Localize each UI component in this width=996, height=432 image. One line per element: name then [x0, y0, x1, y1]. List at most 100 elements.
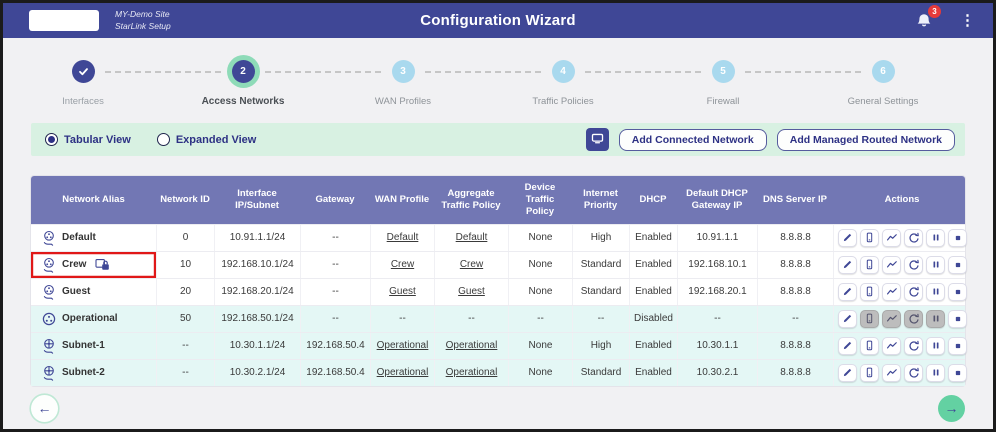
stop-button[interactable]	[948, 255, 967, 274]
stop-icon	[953, 314, 963, 324]
cell-device-traffic-policy: None	[508, 251, 572, 278]
pause-icon	[931, 313, 941, 324]
radio-selected-icon	[45, 133, 58, 146]
devices-button[interactable]	[860, 282, 879, 301]
step-interfaces[interactable]: Interfaces	[3, 60, 163, 107]
stop-button[interactable]	[948, 282, 967, 301]
edit-icon	[842, 232, 853, 243]
cell-network-id: --	[156, 332, 214, 359]
cell-wan-profile-link[interactable]: Crew	[390, 259, 415, 271]
table-row: Crew 10 192.168.10.1/24 -- Crew Crew None Stand…	[31, 250, 967, 278]
edit-button[interactable]	[838, 309, 857, 328]
step-wan-profiles[interactable]: 3 WAN Profiles	[265, 60, 483, 107]
chart-button[interactable]	[882, 228, 901, 247]
cell-aggregate-traffic-policy-link[interactable]: Operational	[445, 340, 498, 352]
cell-dhcp: Disabled	[629, 305, 677, 332]
cell-dns-server-ip: 8.8.8.8	[757, 251, 833, 278]
renew-button[interactable]	[904, 228, 923, 247]
step-firewall[interactable]: 5 Firewall	[585, 60, 803, 107]
step-number: 2	[231, 60, 255, 83]
cell-network-alias: Subnet-1	[31, 333, 156, 359]
cell-aggregate-traffic-policy-link[interactable]: Crew	[459, 259, 484, 271]
notifications-button[interactable]: 3	[914, 4, 941, 31]
cell-network-id: --	[156, 359, 214, 386]
cell-network-alias: Guest	[31, 279, 156, 305]
network-alias-label: Default	[62, 232, 96, 244]
pause-button[interactable]	[926, 336, 945, 355]
step-traffic-policies[interactable]: 4 Traffic Policies	[425, 60, 643, 107]
display-view-button[interactable]	[585, 128, 609, 151]
devices-icon	[864, 340, 875, 351]
renew-button[interactable]	[904, 363, 923, 382]
cell-default-dhcp-gateway-ip: 10.91.1.1	[677, 224, 757, 251]
cell-interface-ip-subnet: 10.30.1.1/24	[214, 332, 300, 359]
devices-button[interactable]	[860, 336, 879, 355]
edit-icon	[842, 259, 853, 270]
back-button[interactable]: ←	[31, 394, 58, 422]
cell-aggregate-traffic-policy-link[interactable]: Default	[455, 232, 488, 244]
edit-button[interactable]	[838, 255, 857, 274]
cell-wan-profile-link[interactable]: Guest	[389, 286, 416, 298]
edit-button[interactable]	[838, 336, 857, 355]
pause-button[interactable]	[926, 282, 945, 301]
cell-wan-profile-link[interactable]: Operational	[376, 367, 429, 379]
edit-icon	[842, 286, 853, 297]
chart-button[interactable]	[882, 255, 901, 274]
add-connected-network-button[interactable]: Add Connected Network	[618, 128, 767, 151]
stop-button[interactable]	[948, 363, 967, 382]
chart-button[interactable]	[882, 336, 901, 355]
cell-gateway: --	[300, 224, 370, 251]
edit-button[interactable]	[838, 363, 857, 382]
cell-gateway: --	[300, 305, 370, 332]
cell-wan-profile-link[interactable]: Default	[386, 232, 419, 244]
cell-network-id: 50	[156, 305, 214, 332]
bell-icon	[914, 13, 934, 35]
cell-wan-profile: Crew	[370, 251, 434, 278]
tabular-view-radio[interactable]: Tabular View	[45, 133, 131, 146]
step-access-networks[interactable]: 2 Access Networks	[105, 60, 323, 107]
subnet-share-icon	[40, 337, 57, 354]
stop-button[interactable]	[948, 309, 967, 328]
chart-icon	[886, 259, 898, 270]
renew-button[interactable]	[904, 282, 923, 301]
cell-wan-profile: --	[370, 305, 434, 332]
cell-interface-ip-subnet: 192.168.20.1/24	[214, 278, 300, 305]
stop-button[interactable]	[948, 336, 967, 355]
step-general-settings[interactable]: 6 General Settings	[745, 60, 963, 107]
cell-aggregate-traffic-policy-link[interactable]: Guest	[458, 286, 485, 298]
cell-aggregate-traffic-policy: --	[434, 305, 508, 332]
stop-button[interactable]	[948, 228, 967, 247]
renew-icon	[908, 232, 920, 244]
edit-button[interactable]	[838, 282, 857, 301]
devices-button[interactable]	[860, 255, 879, 274]
cell-wan-profile-link[interactable]: Operational	[376, 340, 429, 352]
cell-dhcp: Enabled	[629, 251, 677, 278]
cell-network-id: 0	[156, 224, 214, 251]
cell-internet-priority: Standard	[572, 359, 629, 386]
expanded-view-radio[interactable]: Expanded View	[156, 133, 256, 146]
add-managed-routed-network-button[interactable]: Add Managed Routed Network	[776, 128, 955, 151]
devices-button[interactable]	[860, 363, 879, 382]
chart-button[interactable]	[882, 363, 901, 382]
pause-button[interactable]	[926, 228, 945, 247]
pause-button[interactable]	[926, 363, 945, 382]
cell-default-dhcp-gateway-ip: --	[677, 305, 757, 332]
cell-aggregate-traffic-policy-link[interactable]: Operational	[445, 367, 498, 379]
devices-button[interactable]	[860, 228, 879, 247]
pause-button[interactable]	[926, 255, 945, 274]
chart-button[interactable]	[882, 282, 901, 301]
renew-button[interactable]	[904, 336, 923, 355]
access-networks-table: Network Alias Network ID Interface IP/Su…	[31, 176, 967, 386]
cell-gateway: 192.168.50.4	[300, 359, 370, 386]
pause-icon	[931, 367, 941, 378]
edit-button[interactable]	[838, 228, 857, 247]
next-button[interactable]: →	[938, 394, 965, 422]
edit-icon	[842, 313, 853, 324]
cell-dns-server-ip: 8.8.8.8	[757, 332, 833, 359]
pause-icon	[931, 232, 941, 243]
site-info: MY-Demo Site StarLink Setup	[115, 9, 171, 32]
cell-device-traffic-policy: --	[508, 305, 572, 332]
renew-button[interactable]	[904, 255, 923, 274]
cell-dhcp: Enabled	[629, 332, 677, 359]
overflow-menu-button[interactable]: ⋮	[960, 12, 975, 29]
